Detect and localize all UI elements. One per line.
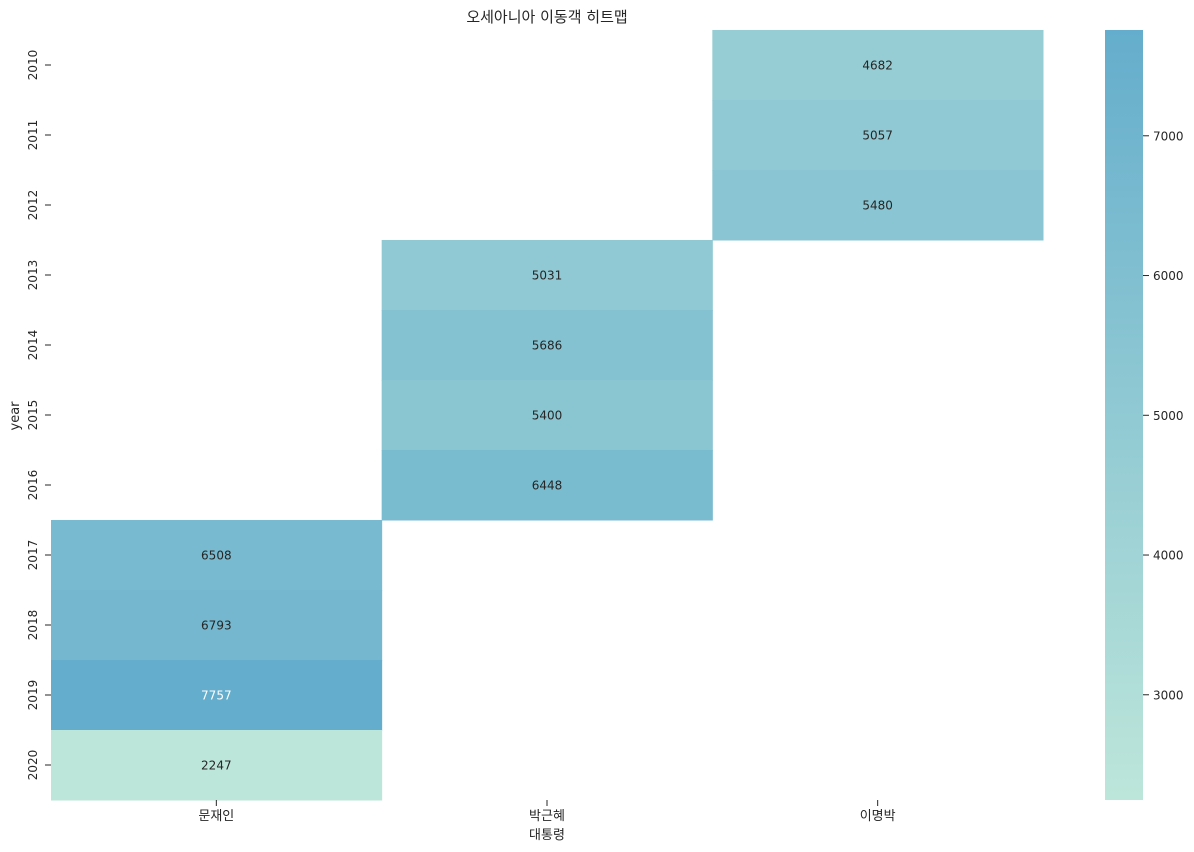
heatmap-cell xyxy=(51,660,383,731)
y-axis-label: year xyxy=(8,401,23,431)
cell-value-label: 5400 xyxy=(532,409,563,423)
x-axis: 문재인 박근혜 이명박 xyxy=(198,800,896,824)
y-tick-label: 2013 xyxy=(26,260,40,291)
cell-value-label: 4682 xyxy=(862,59,893,73)
heatmap-cell xyxy=(51,520,383,591)
colorbar-tick-label: 6000 xyxy=(1153,269,1184,283)
heatmap-cell xyxy=(712,100,1044,171)
y-axis: 2010 2011 2012 2013 2014 2015 2016 2017 2018 2019… xyxy=(26,50,51,781)
x-axis-label: 대통령 xyxy=(529,828,565,843)
y-tick-label: 2020 xyxy=(26,750,40,781)
colorbar-gradient xyxy=(1105,30,1143,800)
colorbar-tick-label: 5000 xyxy=(1153,409,1184,423)
x-tick-label: 문재인 xyxy=(198,809,234,824)
y-tick-label: 2018 xyxy=(26,610,40,641)
cell-value-label: 6793 xyxy=(201,619,232,633)
y-tick-label: 2012 xyxy=(26,190,40,221)
colorbar-tick-label: 3000 xyxy=(1153,688,1184,702)
cell-value-label: 5057 xyxy=(862,129,893,143)
heatmap-cell xyxy=(51,590,383,661)
colorbar-tick-label: 7000 xyxy=(1153,129,1184,143)
y-tick-label: 2010 xyxy=(26,50,40,81)
colorbar-tick-label: 4000 xyxy=(1153,549,1184,563)
y-tick-label: 2019 xyxy=(26,680,40,711)
cell-value-label: 6448 xyxy=(532,479,563,493)
cell-value-label: 2247 xyxy=(201,759,232,773)
cell-value-label: 5031 xyxy=(532,269,563,283)
cell-annotations: 4682 5057 5480 5031 5686 5400 6448 6508 6793 7757… xyxy=(201,59,893,773)
y-tick-label: 2011 xyxy=(26,120,40,151)
cell-value-label: 7757 xyxy=(201,689,232,703)
y-tick-label: 2016 xyxy=(26,470,40,501)
chart-title: 오세아니아 이동객 히트맵 xyxy=(466,8,627,26)
colorbar-ticks: 3000 4000 5000 6000 7000 xyxy=(1143,129,1184,702)
heatmap-cell xyxy=(51,730,383,801)
heatmap-cell xyxy=(712,30,1044,101)
heatmap-cell xyxy=(381,240,713,311)
cell-value-label: 6508 xyxy=(201,549,232,563)
heatmap-cells xyxy=(51,30,1044,801)
cell-value-label: 5480 xyxy=(862,199,893,213)
x-tick-label: 박근혜 xyxy=(529,809,565,824)
x-tick-label: 이명박 xyxy=(860,809,896,824)
heatmap-cell xyxy=(381,380,713,451)
y-tick-label: 2017 xyxy=(26,540,40,571)
y-tick-label: 2014 xyxy=(26,330,40,361)
heatmap-cell xyxy=(381,310,713,381)
heatmap-cell xyxy=(712,170,1044,241)
y-tick-label: 2015 xyxy=(26,400,40,431)
cell-value-label: 5686 xyxy=(532,339,563,353)
heatmap-cell xyxy=(381,450,713,521)
colorbar: 3000 4000 5000 6000 7000 xyxy=(1105,30,1184,800)
